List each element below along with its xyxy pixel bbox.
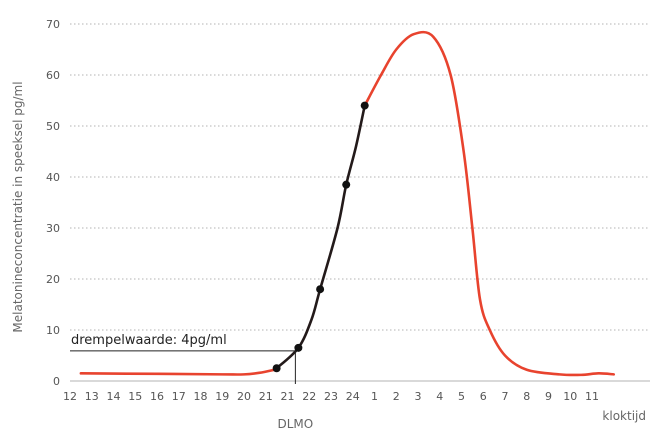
- x-tick-label: 22: [302, 390, 316, 403]
- x-tick-label: 10: [563, 390, 577, 403]
- y-tick-label: 60: [46, 69, 60, 82]
- y-tick-label: 0: [53, 375, 60, 388]
- x-tick-label: 7: [502, 390, 509, 403]
- x-tick-label: 18: [194, 390, 208, 403]
- x-tick-label: 9: [545, 390, 552, 403]
- x-tick-label: 1: [371, 390, 378, 403]
- y-tick-label: 50: [46, 120, 60, 133]
- threshold-annotation: drempelwaarde: 4pg/ml: [70, 333, 296, 384]
- x-tick-label: 12: [63, 390, 77, 403]
- x-tick-label: 16: [150, 390, 164, 403]
- x-tick-label: 13: [85, 390, 99, 403]
- data-point-marker: [360, 101, 369, 110]
- threshold-label: drempelwaarde: 4pg/ml: [71, 333, 227, 348]
- x-tick-label: 23: [324, 390, 338, 403]
- x-tick-label: 21: [281, 390, 295, 403]
- y-tick-label: 40: [46, 171, 60, 184]
- x-tick-label: 11: [585, 390, 599, 403]
- x-tick-label: 6: [480, 390, 487, 403]
- x-axis-label: kloktijd: [602, 409, 646, 423]
- x-tick-labels: 12 13 14 15 16 17 18 19 20 21 21 22 23 24 1 2 3 4 5 6 7 8 9 10 1…: [63, 390, 599, 403]
- y-tick-label: 30: [46, 222, 60, 235]
- y-tick-label: 10: [46, 324, 60, 337]
- x-tick-label: 8: [523, 390, 530, 403]
- y-tick-labels: 0 10 20 30 40 50 60 70: [46, 18, 60, 388]
- x-tick-label: 2: [393, 390, 400, 403]
- grid-lines: [70, 23, 650, 382]
- x-tick-label: 20: [237, 390, 251, 403]
- data-markers: [272, 101, 369, 373]
- x-tick-label: 21: [259, 390, 273, 403]
- y-tick-label: 20: [46, 273, 60, 286]
- x-tick-label: 17: [172, 390, 186, 403]
- x-tick-label: 24: [346, 390, 360, 403]
- data-point-marker: [272, 364, 281, 373]
- x-tick-label: 3: [415, 390, 422, 403]
- y-axis-label: Melatonineconcentratie in speeksel pg/ml: [11, 81, 25, 332]
- dlmo-label: DLMO: [278, 417, 314, 431]
- x-tick-label: 19: [215, 390, 229, 403]
- series-line-daytime-curve: [79, 367, 278, 376]
- data-point-marker: [342, 180, 351, 189]
- data-point-marker: [316, 285, 325, 294]
- series-line-rise-segment: [275, 104, 367, 370]
- series-line-night-curve: [363, 30, 616, 377]
- data-point-marker: [294, 343, 303, 352]
- x-tick-label: 15: [128, 390, 142, 403]
- data-series: [79, 30, 616, 377]
- x-tick-label: 4: [436, 390, 443, 403]
- x-tick-label: 14: [107, 390, 121, 403]
- x-tick-label: 5: [458, 390, 465, 403]
- y-tick-label: 70: [46, 18, 60, 31]
